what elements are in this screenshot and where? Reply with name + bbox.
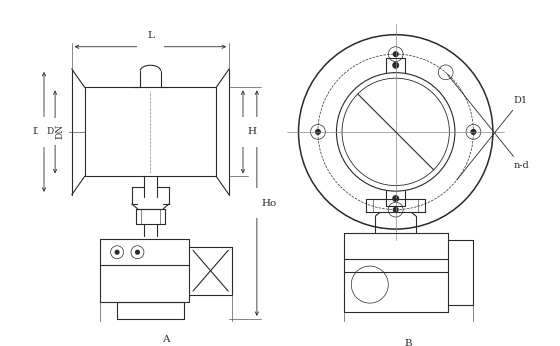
Circle shape xyxy=(393,196,399,201)
Text: D1: D1 xyxy=(457,96,528,180)
Text: Ho: Ho xyxy=(262,199,277,208)
Text: DN: DN xyxy=(55,124,64,139)
Text: n-d: n-d xyxy=(447,74,529,171)
Circle shape xyxy=(393,207,398,212)
Text: L: L xyxy=(147,31,154,40)
Circle shape xyxy=(393,52,398,56)
Text: H: H xyxy=(248,127,256,136)
Circle shape xyxy=(136,251,139,254)
Text: D: D xyxy=(32,127,41,136)
Text: A: A xyxy=(162,335,170,344)
Circle shape xyxy=(316,130,320,134)
Circle shape xyxy=(115,251,119,254)
Text: B: B xyxy=(405,339,413,346)
Text: D2: D2 xyxy=(47,127,60,136)
Circle shape xyxy=(393,63,399,68)
Circle shape xyxy=(471,130,476,134)
